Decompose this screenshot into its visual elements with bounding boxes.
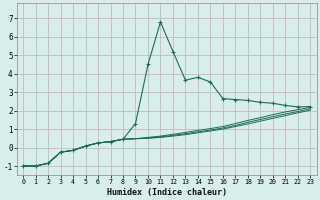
X-axis label: Humidex (Indice chaleur): Humidex (Indice chaleur) (107, 188, 227, 197)
